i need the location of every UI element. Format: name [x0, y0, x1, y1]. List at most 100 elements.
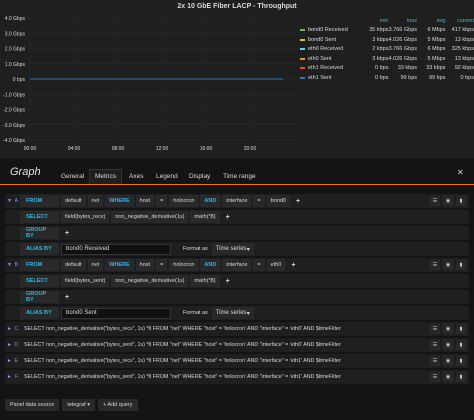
- format-select[interactable]: Time series ▾: [211, 243, 254, 255]
- legend-row[interactable]: eth1 Received 0 bps 33 kbps 33 kbps 92 kbps: [296, 64, 474, 74]
- raw-query-text[interactable]: SELECT non_negative_derivative("bytes_se…: [24, 342, 341, 348]
- tab-general[interactable]: General: [61, 173, 85, 180]
- function-segment[interactable]: math(*8): [190, 275, 220, 287]
- legend-min-value: 2 kbps: [372, 46, 389, 53]
- menu-icon[interactable]: ☰: [430, 196, 440, 206]
- series-name[interactable]: eth1 Received: [308, 65, 344, 72]
- and-keyword[interactable]: AND: [200, 259, 221, 271]
- close-icon[interactable]: ✕: [457, 168, 464, 177]
- collapse-icon[interactable]: ▼: [7, 198, 12, 204]
- legend-current-value: 0 bps: [460, 74, 474, 81]
- policy-segment[interactable]: default: [61, 195, 86, 207]
- query-letter: C: [14, 326, 18, 332]
- tab-axes[interactable]: Axes: [129, 173, 144, 180]
- field-segment[interactable]: field(bytes_sent): [61, 275, 110, 287]
- series-color-swatch[interactable]: [300, 29, 305, 32]
- series-color-swatch[interactable]: [300, 48, 305, 51]
- panel-title[interactable]: 2x 10 GbE Fiber LACP - Throughput: [177, 3, 297, 10]
- operator-segment[interactable]: =: [156, 259, 168, 271]
- menu-icon[interactable]: ☰: [430, 372, 440, 382]
- legend-row[interactable]: eth1 Sent 0 bps 99 bps 99 bps 0 bps: [296, 73, 474, 83]
- datasource-select[interactable]: telegraf ▾: [62, 399, 95, 411]
- series-color-swatch[interactable]: [300, 76, 305, 79]
- menu-icon[interactable]: ☰: [430, 340, 440, 350]
- alias-input[interactable]: bond0 Received: [61, 243, 171, 255]
- legend-row[interactable]: eth0 Received 2 kbps 3.766 Gbps 6 Mbps 325 k…: [296, 45, 474, 55]
- legend-row[interactable]: bond0 Sent 3 kbps 4.026 Gbps 5 Mbps 13 kbps: [296, 35, 474, 45]
- raw-query-text[interactable]: SELECT non_negative_derivative("bytes_re…: [24, 326, 341, 332]
- tag-key-segment[interactable]: host: [135, 195, 155, 207]
- tag-value-segment[interactable]: bond0: [266, 195, 290, 207]
- tag-value-segment[interactable]: holocron: [169, 259, 199, 271]
- collapse-icon[interactable]: ▼: [7, 262, 12, 268]
- trash-icon[interactable]: ▮: [456, 340, 466, 350]
- format-select[interactable]: Time series ▾: [211, 307, 254, 319]
- add-query-button[interactable]: + Add query: [98, 399, 138, 411]
- series-color-swatch[interactable]: [300, 38, 305, 41]
- legend-row[interactable]: bond0 Received 35 kbps 3.766 Gbps 6 Mbps 417…: [296, 26, 474, 36]
- measurement-segment[interactable]: net: [87, 195, 104, 207]
- field-segment[interactable]: field(bytes_recv): [61, 211, 110, 223]
- legend-row[interactable]: eth0 Sent 3 kbps 4.026 Gbps 5 Mbps 13 kbps: [296, 54, 474, 64]
- function-segment[interactable]: non_negative_derivative(1s): [111, 211, 189, 223]
- raw-query-text[interactable]: SELECT non_negative_derivative("bytes_se…: [24, 374, 341, 380]
- function-segment[interactable]: non_negative_derivative(1s): [111, 275, 189, 287]
- add-tag-icon[interactable]: +: [295, 197, 301, 205]
- menu-icon[interactable]: ☰: [430, 324, 440, 334]
- series-color-swatch[interactable]: [300, 57, 305, 60]
- legend-header-avg[interactable]: avg: [436, 17, 446, 24]
- tag-key-segment[interactable]: host: [135, 259, 155, 271]
- function-segment[interactable]: math(*8): [190, 211, 220, 223]
- tag-value-segment[interactable]: eth0: [266, 259, 286, 271]
- legend-header: min max avg current: [296, 16, 474, 26]
- eye-icon[interactable]: ◉: [443, 356, 453, 366]
- tab-time-range[interactable]: Time range: [223, 173, 256, 180]
- measurement-segment[interactable]: net: [87, 259, 104, 271]
- operator-segment[interactable]: =: [253, 195, 265, 207]
- tab-metrics[interactable]: Metrics: [89, 169, 122, 185]
- tab-display[interactable]: Display: [189, 173, 211, 180]
- add-function-icon[interactable]: +: [225, 277, 230, 285]
- operator-segment[interactable]: =: [156, 195, 168, 207]
- add-groupby-icon[interactable]: +: [65, 229, 70, 237]
- series-name[interactable]: bond0 Received: [308, 27, 348, 34]
- eye-icon[interactable]: ◉: [443, 260, 453, 270]
- and-keyword[interactable]: AND: [200, 195, 221, 207]
- expand-icon[interactable]: ►: [7, 342, 12, 348]
- add-tag-icon[interactable]: +: [291, 261, 296, 269]
- trash-icon[interactable]: ▮: [456, 324, 466, 334]
- datasource-label: Panel data source: [5, 399, 60, 411]
- legend-header-max[interactable]: max: [406, 17, 417, 24]
- eye-icon[interactable]: ◉: [443, 372, 453, 382]
- expand-icon[interactable]: ►: [7, 326, 12, 332]
- raw-query-text[interactable]: SELECT non_negative_derivative("bytes_re…: [24, 358, 341, 364]
- add-groupby-icon[interactable]: +: [65, 293, 70, 301]
- eye-icon[interactable]: ◉: [443, 324, 453, 334]
- trash-icon[interactable]: ▮: [456, 356, 466, 366]
- expand-icon[interactable]: ►: [7, 374, 12, 380]
- tag-value-segment[interactable]: holocron: [169, 195, 199, 207]
- alias-input[interactable]: bond0 Sent: [61, 307, 171, 319]
- tag-key-segment[interactable]: interface: [222, 259, 252, 271]
- trash-icon[interactable]: ▮: [456, 196, 466, 206]
- legend-header-min[interactable]: min: [379, 17, 389, 24]
- legend-header-current[interactable]: current: [456, 17, 474, 24]
- policy-segment[interactable]: default: [61, 259, 86, 271]
- series-color-swatch[interactable]: [300, 67, 305, 70]
- series-name[interactable]: eth1 Sent: [308, 74, 332, 81]
- caret-down-icon: ▾: [87, 402, 90, 408]
- eye-icon[interactable]: ◉: [443, 340, 453, 350]
- series-name[interactable]: eth0 Sent: [308, 55, 332, 62]
- tag-key-segment[interactable]: interface: [222, 195, 252, 207]
- series-name[interactable]: eth0 Received: [308, 46, 344, 53]
- tab-legend[interactable]: Legend: [156, 173, 178, 180]
- add-function-icon[interactable]: +: [225, 213, 230, 221]
- operator-segment[interactable]: =: [253, 259, 265, 271]
- menu-icon[interactable]: ☰: [430, 356, 440, 366]
- trash-icon[interactable]: ▮: [456, 260, 466, 270]
- trash-icon[interactable]: ▮: [456, 372, 466, 382]
- eye-icon[interactable]: ◉: [443, 196, 453, 206]
- series-name[interactable]: bond0 Sent: [308, 36, 337, 43]
- menu-icon[interactable]: ☰: [430, 260, 440, 270]
- expand-icon[interactable]: ►: [7, 358, 12, 364]
